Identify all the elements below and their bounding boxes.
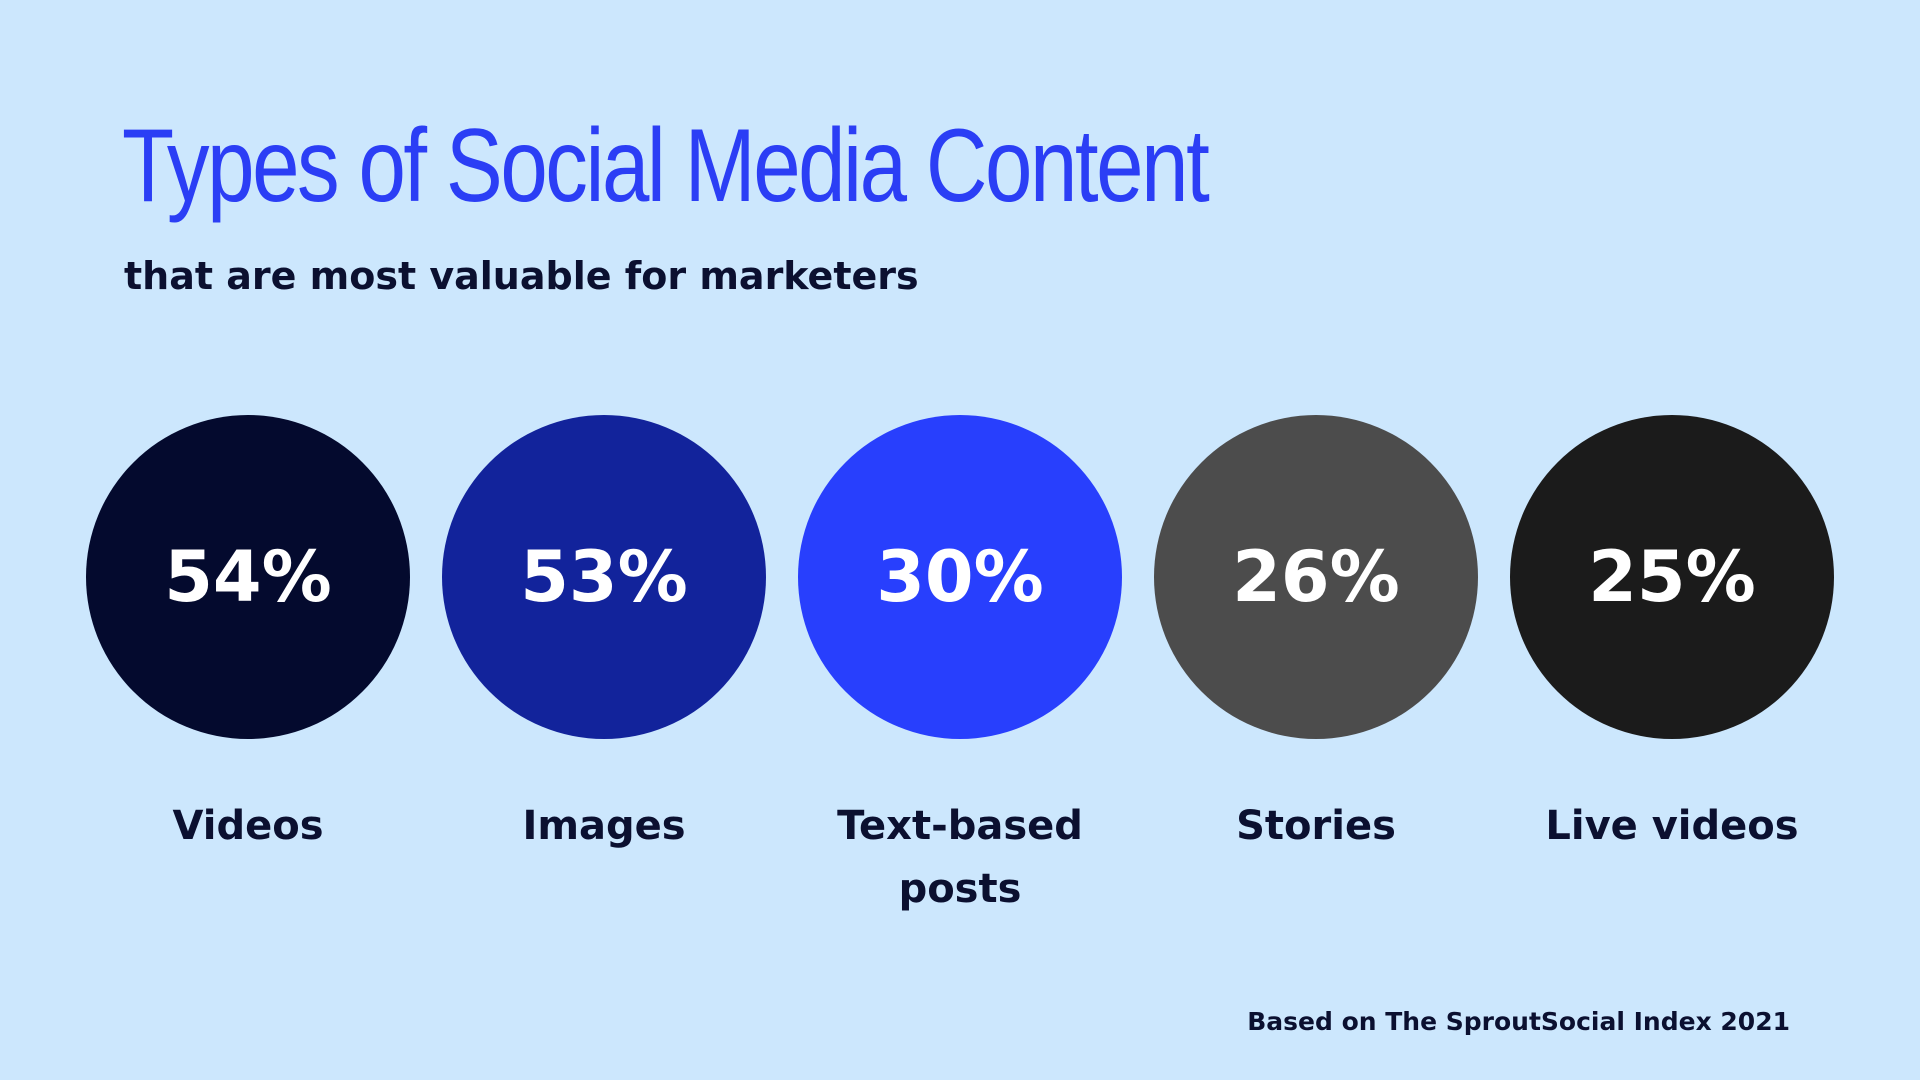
value-item: 30% Text-based posts [798,415,1122,912]
value-label: 53% [520,536,688,618]
value-item: 54% Videos [86,415,410,849]
value-circle [798,415,1122,739]
value-label: 26% [1232,536,1400,618]
chart-title: Types of Social Media Content [122,108,1210,224]
value-circle [1154,415,1478,739]
source-note: Based on The SproutSocial Index 2021 [1247,1007,1790,1036]
category-label: Images [522,803,685,849]
value-label: 30% [876,536,1044,618]
category-label: Videos [172,803,323,849]
value-item: 26% Stories [1154,415,1478,849]
value-label: 54% [164,536,332,618]
value-label: 25% [1588,536,1756,618]
value-circle [86,415,410,739]
chart-subtitle: that are most valuable for marketers [124,254,919,298]
category-label: Stories [1236,803,1396,849]
category-label: Live videos [1545,803,1798,849]
category-label: posts [899,866,1022,912]
category-label: Text-based [837,803,1083,849]
value-circle [442,415,766,739]
value-circle [1510,415,1834,739]
value-item: 25% Live videos [1510,415,1834,849]
value-item: 53% Images [442,415,766,849]
